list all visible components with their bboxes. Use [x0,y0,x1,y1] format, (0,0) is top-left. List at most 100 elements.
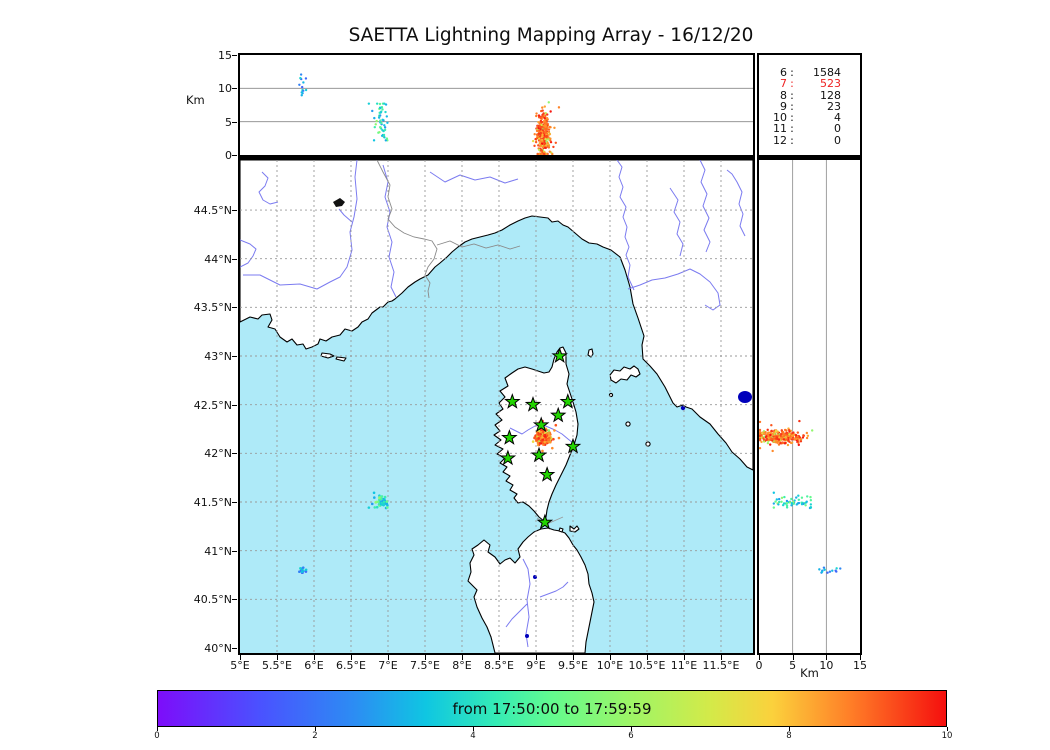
altitude-longitude-panel [238,53,755,158]
station-star-icon [536,513,554,530]
station-star-icon [564,437,582,454]
station-level-count-row: 6:1584 [780,66,841,79]
colorbar-tick-label: 6 [628,731,634,741]
latitude-tick-label: 44.5°N [193,204,232,217]
tick-mark [232,599,237,601]
tick-mark [759,655,760,660]
tick-mark [232,404,237,406]
tick-mark [573,655,574,660]
altitude-latitude-plot [759,160,842,653]
station-level-count-row: 10:4 [773,111,841,125]
tick-mark [232,121,237,123]
longitude-tick-label: 9.5°E [558,659,588,672]
figure-title: SAETTA Lightning Mapping Array - 16/12/2… [348,25,754,46]
map-panel [238,158,755,655]
station-star-icon [551,347,568,364]
sardinia-lake-2 [525,634,529,638]
latitude-tick-label: 40°N [204,642,232,655]
corsica-coastline [493,346,579,522]
tick-mark [232,453,237,455]
tick-mark [721,655,722,660]
longitude-tick-label: 11.5°E [702,659,740,672]
tick-mark [232,307,237,309]
latitude-tick-label: 42.5°N [193,398,232,412]
tick-mark [157,727,158,731]
altitude-axis-unit-bottom: Km [800,666,819,680]
tick-mark [499,655,500,660]
latitude-tick-label: 43.5°N [193,301,232,315]
lake-serre-poncon [333,198,345,207]
latitude-tick-label: 44°N [204,252,232,266]
altitude-axis-unit-left: Km [186,93,205,107]
lightning-sources-map [298,419,561,574]
rivers [240,160,746,648]
time-colorbar: from 17:50:00 to 17:59:59 [157,690,947,727]
lake-bolsena [738,391,752,403]
geographic-map [240,160,753,653]
longitude-tick-label: 8°E [452,659,472,672]
station-star-icon [538,466,556,482]
tick-mark [232,502,237,503]
longitude-tick-label: 11°E [670,659,698,672]
maddalena-islands [558,525,580,533]
altitude-tick-label: 5 [789,659,797,672]
station-level-count-row: 11:0 [773,122,841,136]
tick-mark [425,655,426,660]
tick-mark [860,655,861,660]
altitude-longitude-plot [240,73,753,155]
tick-mark [351,655,352,660]
tick-mark [232,55,237,56]
hyeres-islands [320,352,347,362]
sardinia-coastline [467,527,595,653]
tick-mark [232,648,237,649]
tick-mark [789,727,790,731]
colorbar-tick-label: 4 [470,731,476,741]
montecristo-island [625,421,631,427]
station-star-icon [530,446,548,463]
station-level-count-row: 7:523 [780,77,841,91]
altitude-tick-label: 15 [853,659,867,672]
colorbar-tick-label: 8 [786,731,792,741]
longitude-tick-label: 6.5°E [336,659,366,672]
altitude-tick-label: 10 [218,82,232,96]
latitude-tick-label: 42°N [204,447,232,461]
tick-mark [647,655,648,660]
tick-mark [462,655,463,660]
station-level-count-row: 8:128 [780,88,841,102]
altitude-tick-label: 10 [819,659,834,672]
station-level-count-row: 9:23 [780,99,841,113]
longitude-tick-label: 10°E [596,659,624,672]
tick-mark [277,655,278,660]
landmass-shapes [240,160,753,653]
longitude-tick-label: 10.5°E [628,659,666,672]
source-count-box: 6:1584 7:523 8:128 9:23 10:4 11:0 12:0 [757,53,862,158]
tick-mark [315,727,316,731]
tick-mark [792,655,794,660]
longitude-tick-label: 5.5°E [262,659,292,672]
latitude-tick-label: 40.5°N [193,593,232,607]
station-star-icon [499,449,517,466]
longitude-tick-label: 9°E [526,659,546,672]
station-star-icon [559,393,577,409]
tick-mark [536,655,537,660]
altitude-tick-label: 0 [755,659,763,672]
colorbar-tick-label: 2 [312,731,318,741]
tick-mark [684,655,685,660]
latitude-tick-label: 41°N [204,544,232,558]
longitude-tick-label: 8.5°E [484,659,514,672]
station-star-icon [532,416,550,433]
tick-mark [947,727,948,731]
tick-mark [473,727,474,731]
station-markers [499,347,582,530]
latitude-tick-label: 41.5°N [193,496,232,509]
tick-mark [240,655,241,660]
tick-mark [826,655,828,660]
station-star-icon [504,393,521,409]
tick-mark [610,655,611,660]
lakes [333,198,752,638]
station-level-count-row: 12:0 [773,133,841,147]
tick-mark [631,727,632,731]
latitude-tick-label: 43°N [204,350,232,363]
tick-mark [232,210,237,211]
